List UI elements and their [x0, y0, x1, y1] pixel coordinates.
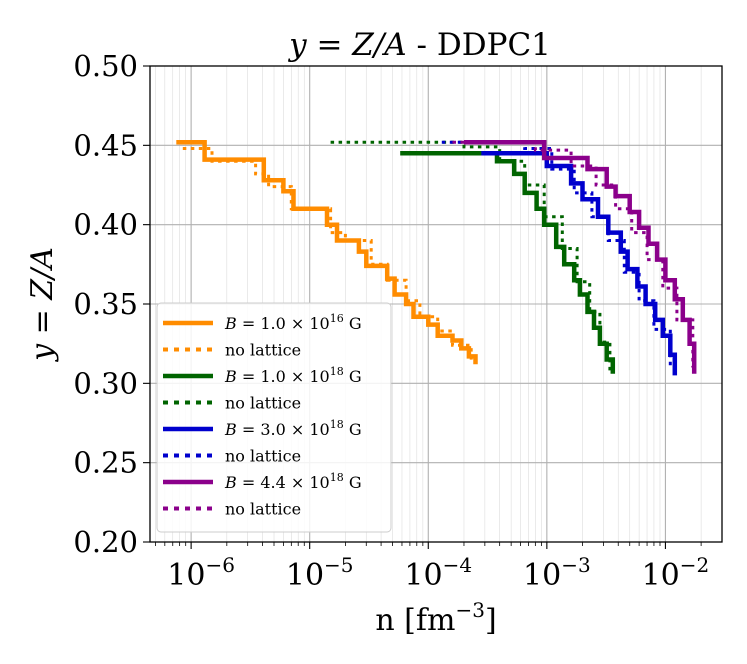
chart-title: y = Z/A - DDPC1 [287, 27, 551, 63]
legend-label-exp: 18 [330, 471, 344, 484]
series-group [176, 139, 697, 376]
y-tick-label: 0.45 [73, 128, 138, 162]
chart-title-suffix: - DDPC1 [407, 27, 551, 63]
legend-label-mid: = 1.0 × 10 [237, 367, 330, 386]
legend-label-b: B [224, 420, 237, 439]
y-tick-label: 0.25 [73, 446, 138, 480]
y-axis-label: y = Z/A [25, 247, 60, 363]
legend-label-unit: G [344, 420, 362, 439]
x-tick-label-exp: −3 [561, 553, 590, 577]
x-axis-label-sup: −3 [455, 598, 484, 622]
x-tick-label-base: 10 [642, 558, 680, 593]
legend-label-exp: 16 [330, 312, 344, 325]
x-axis-label-close: ] [485, 603, 497, 638]
x-tick-label-exp: −5 [324, 553, 353, 577]
x-tick-label-exp: −4 [443, 553, 472, 577]
x-tick-label: 10−2 [642, 553, 710, 593]
legend-label-b: B [224, 314, 237, 333]
legend-label: B = 4.4 × 1018 G [224, 471, 362, 492]
y-tick-label: 0.35 [73, 287, 138, 321]
legend-label: no lattice [225, 500, 301, 519]
x-tick-label-base: 10 [523, 558, 561, 593]
legend-label: B = 1.0 × 1016 G [224, 312, 362, 333]
x-tick-label-exp: −6 [205, 553, 234, 577]
y-tick-label: 0.20 [73, 525, 138, 559]
legend-label: no lattice [225, 341, 301, 360]
series-line-1 [182, 147, 473, 362]
x-tick-label: 10−4 [404, 553, 472, 593]
y-tick-labels: 0.20 0.25 0.30 0.35 0.40 0.45 0.50 [73, 49, 138, 559]
legend-label-exp: 18 [330, 418, 344, 431]
series-line-5 [441, 140, 672, 368]
x-tick-label: 10−3 [523, 553, 591, 593]
x-tick-label-base: 10 [286, 558, 324, 593]
legend-label-unit: G [344, 367, 362, 386]
legend-label-b: B [224, 473, 237, 492]
chart-title-main: y = Z/A [287, 27, 407, 63]
x-axis-label: n [fm−3] [375, 598, 496, 638]
series-line-4 [481, 151, 678, 376]
x-axis-label-main: n [fm [375, 603, 455, 638]
legend-label-mid: = 3.0 × 10 [237, 420, 330, 439]
y-tick-label: 0.50 [73, 49, 138, 83]
legend-label-mid: = 1.0 × 10 [237, 314, 330, 333]
legend-label: B = 1.0 × 1018 G [224, 365, 362, 386]
legend-label-exp: 18 [330, 365, 344, 378]
x-tick-label-base: 10 [167, 558, 205, 593]
x-tick-label: 10−5 [286, 553, 354, 593]
x-tick-label: 10−6 [167, 553, 235, 593]
legend-label-mid: = 4.4 × 10 [237, 473, 330, 492]
series-line-6 [464, 139, 697, 374]
legend-label: B = 3.0 × 1018 G [224, 418, 362, 439]
series-line-3 [330, 140, 612, 371]
series-line-7 [452, 140, 695, 368]
legend-label: no lattice [225, 394, 301, 413]
legend-label: no lattice [225, 447, 301, 466]
x-tick-label-exp: −2 [680, 553, 709, 577]
legend-label-unit: G [344, 314, 362, 333]
legend-box [156, 302, 392, 533]
y-tick-label: 0.40 [73, 208, 138, 242]
legend-label-unit: G [344, 473, 362, 492]
legend-label-b: B [224, 367, 237, 386]
y-tick-label: 0.30 [73, 366, 138, 400]
x-tick-labels: 10−6 10−5 10−4 10−3 10−2 [167, 553, 709, 593]
ticks [143, 65, 702, 549]
x-tick-label-base: 10 [404, 558, 442, 593]
